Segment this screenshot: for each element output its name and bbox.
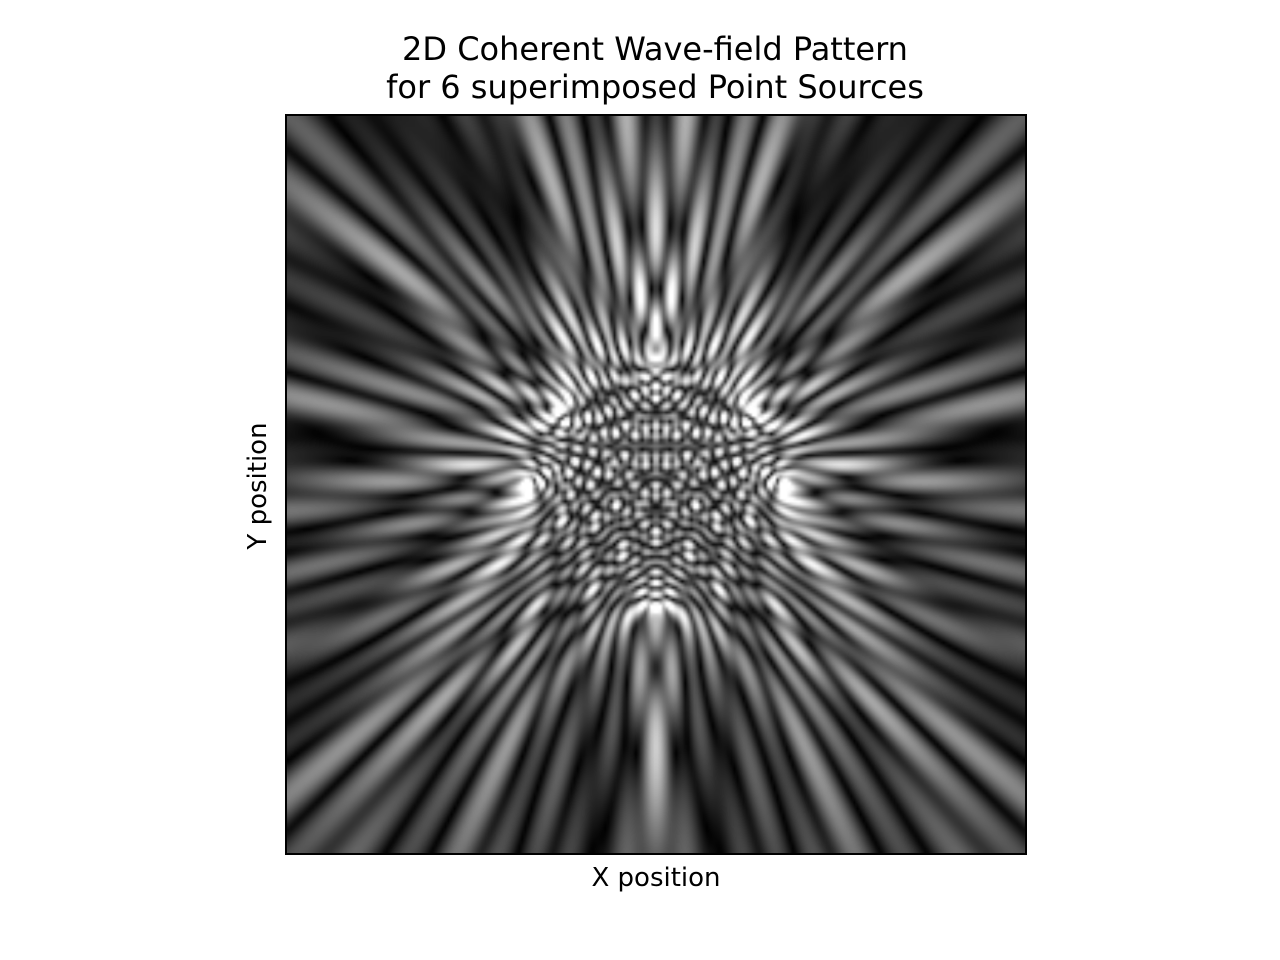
- chart-title-line-2: for 6 superimposed Point Sources: [386, 68, 924, 106]
- y-axis-label: Y position: [243, 422, 273, 550]
- chart-title-line-1: 2D Coherent Wave-field Pattern: [402, 30, 908, 68]
- x-axis-label: X position: [591, 863, 721, 893]
- wave-field-heatmap: [287, 116, 1025, 853]
- plot-area: [285, 114, 1027, 855]
